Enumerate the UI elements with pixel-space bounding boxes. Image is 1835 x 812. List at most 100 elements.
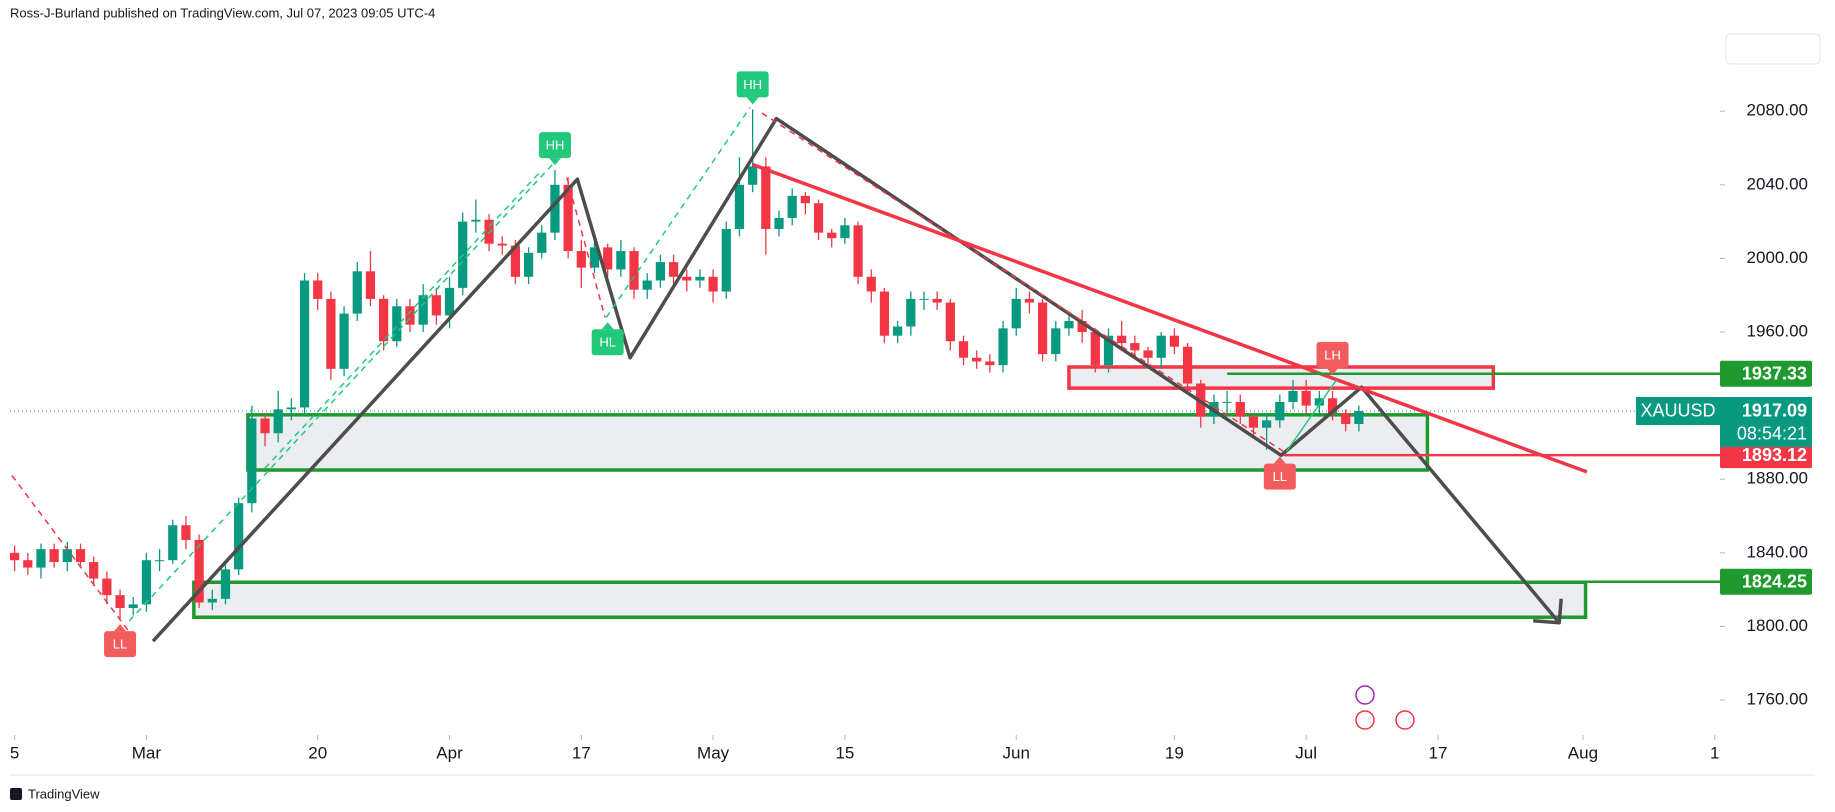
marker-box <box>538 132 571 159</box>
candle-body <box>932 298 942 303</box>
candle-body <box>563 184 573 252</box>
candle-body <box>313 280 323 299</box>
candle-body <box>1235 401 1245 417</box>
marker-box <box>591 329 624 356</box>
marker-pointer <box>1326 367 1339 375</box>
trend-line <box>761 112 1285 453</box>
x-tick-label: 17 <box>572 743 591 762</box>
level-label-box <box>1720 568 1812 595</box>
candle-body <box>998 328 1008 366</box>
candle-body <box>273 409 283 434</box>
marker-box <box>736 71 769 98</box>
candle-body <box>168 525 178 561</box>
candle-body <box>75 549 86 563</box>
marker-label: HL <box>599 335 616 350</box>
marker-box <box>104 631 137 658</box>
marker-label: HH <box>743 77 762 92</box>
candle-body <box>919 298 929 300</box>
candle-body <box>945 302 955 342</box>
marker-pointer <box>746 97 759 105</box>
candle-body <box>1341 412 1351 425</box>
y-tick-label: 2040.00 <box>1747 174 1808 193</box>
candle-body <box>89 562 99 579</box>
candle-body <box>352 271 362 314</box>
candle-body <box>379 298 389 342</box>
x-tick-label: Jul <box>1295 743 1317 762</box>
event-icons <box>1355 685 1415 730</box>
candle-body <box>589 247 600 268</box>
candle-body <box>141 560 152 605</box>
candle-body <box>668 262 679 277</box>
y-tick-label: 1800.00 <box>1747 616 1808 635</box>
x-tick-label: 17 <box>1429 743 1448 762</box>
level-label-box <box>1720 360 1812 387</box>
last-price-box <box>1720 396 1812 447</box>
candle-body <box>1143 350 1153 358</box>
x-tick-label: 15 <box>835 743 854 762</box>
candle-body <box>286 407 296 410</box>
y-tick-label: 1760.00 <box>1747 690 1808 709</box>
candle-body <box>36 549 46 568</box>
pivot-marker: HL <box>591 322 624 356</box>
arrow-head <box>1533 598 1563 625</box>
candle-body <box>629 251 639 290</box>
marker-label: HH <box>546 138 565 153</box>
candle-body <box>497 243 507 246</box>
candle-body <box>695 276 705 281</box>
x-tick-label: Apr <box>436 743 463 762</box>
x-tick-label: Aug <box>1568 743 1598 762</box>
marker-pointer <box>114 624 127 632</box>
candle-body <box>1222 401 1232 403</box>
candle-body <box>616 251 626 270</box>
candle-body <box>906 298 916 327</box>
candle-body <box>840 225 850 239</box>
candle-body <box>260 418 270 434</box>
last-price: 1917.09 <box>1742 401 1807 421</box>
pivot-marker: LL <box>104 624 137 658</box>
pivot-marker: HH <box>736 71 769 105</box>
candle-body <box>1103 335 1114 366</box>
candle-body <box>181 525 191 540</box>
candle-body <box>10 552 20 561</box>
candle-body <box>787 195 797 218</box>
level-label-box <box>1720 442 1812 469</box>
candle-body <box>62 549 72 563</box>
brand: TradingView <box>28 786 100 801</box>
x-tick-label: Jun <box>1003 743 1030 762</box>
candle-body <box>827 232 837 239</box>
trend-line <box>1285 379 1338 453</box>
candle-body <box>405 306 415 325</box>
candle-body <box>1288 390 1298 402</box>
candle-body <box>853 225 863 277</box>
level-label: 1937.33 <box>1742 363 1807 383</box>
candle-body <box>1354 410 1364 425</box>
candle-body <box>1090 332 1100 366</box>
candle-body <box>576 251 586 268</box>
x-tick-label: 5 <box>10 743 19 762</box>
candle-body <box>1248 416 1259 428</box>
symbol-label: XAUUSD <box>1640 401 1715 421</box>
candle-body <box>1327 398 1338 413</box>
marker-box <box>1316 341 1349 368</box>
x-tick-label: 20 <box>308 743 327 762</box>
y-tick-label: 1880.00 <box>1747 469 1808 488</box>
scale-box[interactable] <box>1725 33 1821 65</box>
candle-body <box>813 203 824 233</box>
candle-body <box>523 252 534 277</box>
candle-body <box>392 306 402 342</box>
candle-body <box>102 578 112 596</box>
plot <box>10 107 1720 643</box>
candle-body <box>972 357 982 362</box>
candle-body <box>115 595 125 609</box>
x-tick-label: May <box>697 743 730 762</box>
pivot-marker: LL <box>1263 456 1296 490</box>
candle-body <box>194 539 204 603</box>
candle-body <box>655 262 666 281</box>
candle-body <box>1169 335 1179 347</box>
candle-body <box>1182 346 1193 384</box>
candle-body <box>418 295 428 325</box>
candle-body <box>471 219 481 222</box>
candle-body <box>154 560 165 562</box>
trend-line <box>128 164 553 622</box>
